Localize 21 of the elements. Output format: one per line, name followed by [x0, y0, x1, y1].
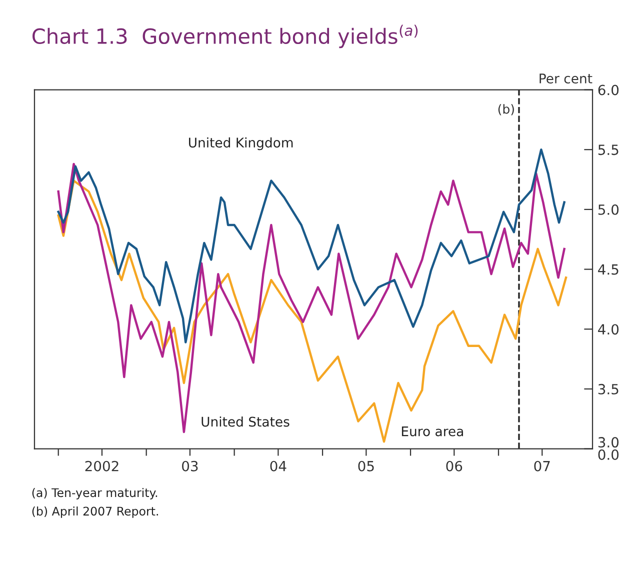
- x-tick-label: 03: [182, 460, 198, 472]
- y-tick-label: 4.0: [598, 324, 619, 335]
- ref-line-label: (b): [498, 104, 514, 116]
- y-tick-label: 3.0 0.0: [598, 437, 619, 460]
- x-tick-label: 07: [534, 460, 550, 472]
- y-tick-label: 5.5: [598, 144, 618, 156]
- y-axis-title: Per cent: [540, 74, 592, 84]
- text: United Kingdom: [189, 137, 293, 150]
- text: (a) Ten-year maturity.: [32, 488, 158, 500]
- x-tick-label: 06: [446, 460, 462, 472]
- chart-title: Chart 1.3 Government bond yields$^{(a)}$: [32, 24, 418, 48]
- y-tick-label: 6.0: [598, 84, 619, 96]
- y-tick-label: 5.0: [598, 204, 619, 215]
- text: (b) April 2007 Report.: [32, 506, 158, 518]
- x-tick-label: 2002: [85, 460, 118, 472]
- y-tick-label: 4.5: [598, 264, 618, 275]
- y-tick-label: 3.5: [598, 384, 618, 394]
- x-tick-label: 05: [358, 460, 374, 472]
- x-tick-label: 04: [270, 460, 286, 472]
- series-label: Euro area: [402, 426, 463, 436]
- series-label: United States: [202, 416, 290, 427]
